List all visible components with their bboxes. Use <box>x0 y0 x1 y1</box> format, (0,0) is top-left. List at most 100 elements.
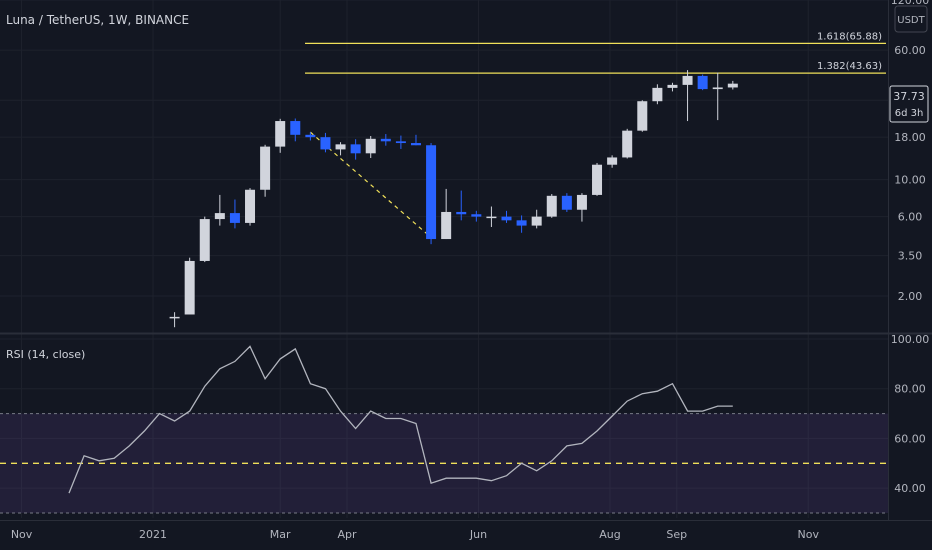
candle[interactable] <box>607 155 618 168</box>
candle-body-up <box>260 146 271 190</box>
candle-body-down <box>305 134 316 138</box>
candle-body-down <box>380 138 391 142</box>
candle[interactable] <box>456 190 467 221</box>
currency-label: USDT <box>897 15 925 26</box>
price-tick-label: 2.00 <box>898 290 923 303</box>
candle-body-up <box>441 211 452 240</box>
candles[interactable] <box>169 70 738 328</box>
candle[interactable] <box>682 70 693 122</box>
candle[interactable] <box>229 199 240 229</box>
candle-body-up <box>727 83 738 88</box>
candle-body-up <box>667 84 678 88</box>
candle-body-up <box>531 216 542 226</box>
candle[interactable] <box>531 209 542 229</box>
fib-levels[interactable]: 1.618(65.88) 1.382(43.63) <box>305 31 886 74</box>
candle-body-down <box>410 143 421 146</box>
candle-body-down <box>561 195 572 210</box>
candle[interactable] <box>245 188 256 226</box>
candle-body-down <box>471 214 482 217</box>
candle-body-up <box>652 87 663 102</box>
candle-body-up <box>335 144 346 150</box>
candle[interactable] <box>546 194 557 218</box>
pane-dividers <box>0 0 932 521</box>
candle-body-down <box>456 211 467 215</box>
candle-body-up <box>214 213 225 220</box>
candle[interactable] <box>380 134 391 146</box>
rsi-band <box>0 413 888 514</box>
candle[interactable] <box>622 128 633 159</box>
fib-label: 1.382(43.63) <box>817 61 882 72</box>
rsi-tick-label: 40.00 <box>894 482 926 495</box>
candle[interactable] <box>501 210 512 223</box>
time-tick-label: Mar <box>270 528 291 541</box>
candle[interactable] <box>471 210 482 222</box>
candle[interactable] <box>727 80 738 90</box>
candle-body-up <box>169 316 180 319</box>
time-tick-label: Nov <box>798 528 820 541</box>
candle-body-up <box>275 121 286 147</box>
candle-body-up <box>199 219 210 261</box>
candle[interactable] <box>350 139 361 160</box>
candle[interactable] <box>486 206 497 227</box>
candle-body-down <box>501 216 512 221</box>
candle[interactable] <box>410 134 421 146</box>
candle[interactable] <box>576 193 587 222</box>
candle[interactable] <box>637 100 648 132</box>
candle[interactable] <box>712 72 723 121</box>
time-tick-label: Aug <box>599 528 620 541</box>
candle[interactable] <box>335 142 346 156</box>
candle[interactable] <box>260 144 271 197</box>
candle-body-up <box>365 138 376 154</box>
price-tick-label: 10.00 <box>894 174 926 187</box>
candle[interactable] <box>441 188 452 240</box>
candle[interactable] <box>169 312 180 328</box>
candle-body-up <box>486 216 497 219</box>
candle[interactable] <box>652 84 663 105</box>
candle[interactable] <box>697 74 708 91</box>
time-tick-label: Jun <box>469 528 487 541</box>
candle[interactable] <box>592 162 603 196</box>
price-tick-label: 18.00 <box>894 131 926 144</box>
rsi-series-line <box>68 345 733 494</box>
candle[interactable] <box>365 135 376 158</box>
candle[interactable] <box>516 215 527 233</box>
candle-body-up <box>576 194 587 210</box>
rsi-tick-label: 60.00 <box>894 432 926 445</box>
candle-body-up <box>546 195 557 217</box>
candle[interactable] <box>305 132 316 141</box>
candle-body-down <box>516 220 527 226</box>
candle[interactable] <box>561 193 572 212</box>
candle[interactable] <box>199 216 210 263</box>
candle[interactable] <box>395 135 406 149</box>
candle[interactable] <box>320 132 331 153</box>
trend-line-dashed[interactable] <box>309 131 432 238</box>
candle[interactable] <box>275 118 286 153</box>
price-tick-label: 120.00 <box>891 0 930 7</box>
candle-body-up <box>682 75 693 85</box>
rsi-tick-label: 100.00 <box>891 333 930 346</box>
trend-line[interactable] <box>309 131 432 238</box>
price-tag <box>889 85 929 123</box>
candle[interactable] <box>214 194 225 226</box>
candle-body-up <box>607 157 618 165</box>
candle[interactable] <box>184 257 195 315</box>
price-tag-countdown: 6d 3h <box>895 108 924 119</box>
candle-body-up <box>184 260 195 315</box>
time-tick-label: Sep <box>666 528 687 541</box>
price-axis[interactable]: 120.0060.0030.0018.0010.006.003.502.0010… <box>891 0 930 495</box>
currency-badge[interactable] <box>894 5 928 33</box>
candle-body-down <box>229 213 240 223</box>
candle[interactable] <box>290 118 301 142</box>
rsi-line <box>68 345 733 494</box>
candle-body-down <box>697 75 708 90</box>
candle-body-up <box>592 164 603 195</box>
fib-label: 1.618(65.88) <box>817 31 882 42</box>
candle[interactable] <box>426 143 437 245</box>
time-axis[interactable]: Nov 2021 Mar Apr Jun Aug Sep Nov <box>11 528 820 541</box>
candle-body-up <box>622 130 633 158</box>
candle-body-down <box>426 145 437 240</box>
candle[interactable] <box>667 82 678 92</box>
candle-body-down <box>290 121 301 135</box>
